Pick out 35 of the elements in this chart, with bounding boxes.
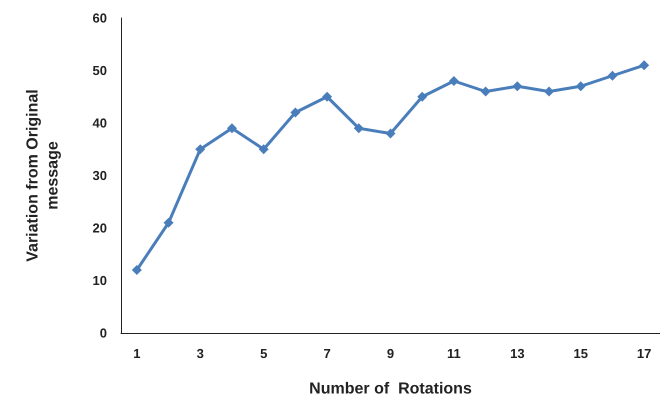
point (576, 81, 586, 92)
point (544, 86, 554, 96)
point (258, 144, 269, 154)
point (290, 108, 300, 118)
x-tick-label: 13 (510, 346, 525, 361)
point (132, 265, 142, 275)
point (417, 92, 428, 102)
y-tick-label: 30 (92, 168, 107, 183)
point (386, 128, 396, 138)
point (354, 123, 364, 134)
y-tick-label: 40 (92, 116, 107, 130)
y-tick-label: 60 (92, 10, 107, 26)
point (480, 86, 491, 96)
point (164, 218, 174, 228)
point (607, 70, 618, 81)
point (639, 60, 650, 70)
y-tick-label: 10 (92, 273, 107, 288)
y-tick-label: 50 (92, 63, 107, 78)
x-tick-label: 15 (574, 346, 588, 361)
point (226, 123, 237, 134)
x-tick-label: 11 (447, 346, 461, 361)
y-tick-label: 0 (100, 326, 107, 340)
x-axis-title: Number of Rotations (309, 380, 472, 398)
x-tick-label: 17 (636, 346, 652, 361)
x-tick-label: 3 (196, 346, 204, 361)
x-tick-label: 9 (386, 346, 394, 361)
point (195, 144, 206, 154)
x-tick-label: 7 (323, 346, 331, 361)
point (512, 81, 522, 92)
x-tick-label: 5 (260, 346, 268, 361)
x-tick-label: 1 (133, 346, 140, 361)
y-axis-title: Variation from Original message (24, 89, 62, 262)
y-tick-label: 20 (92, 220, 107, 236)
point (448, 76, 459, 86)
point (322, 92, 332, 102)
